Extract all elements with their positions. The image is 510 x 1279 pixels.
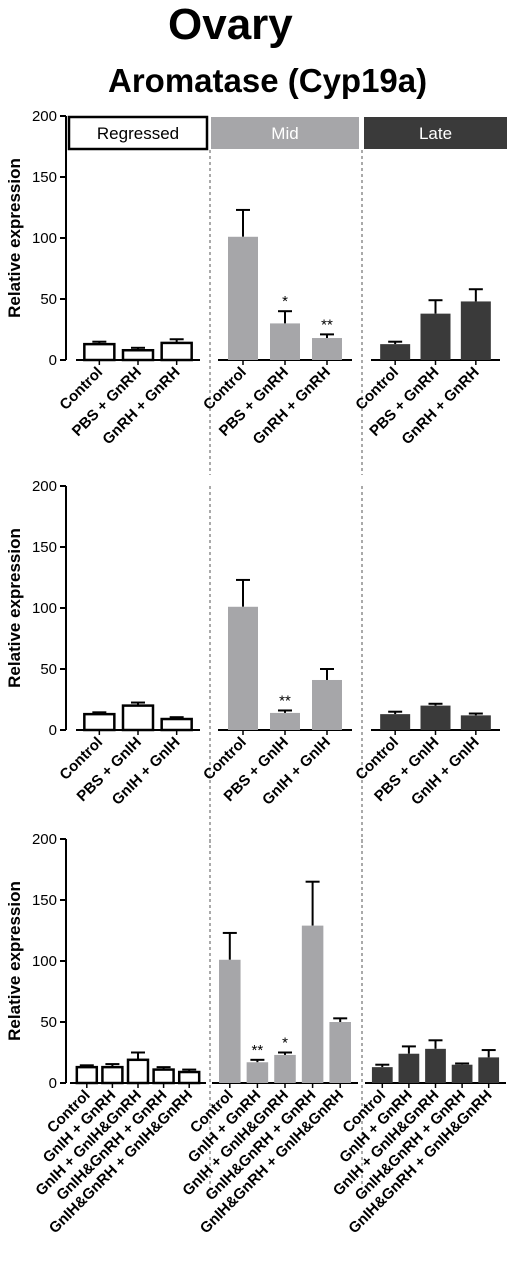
x-category-label: GnIH + GnIH	[109, 734, 184, 809]
y-tick-label: 100	[32, 230, 57, 247]
y-tick-label: 0	[49, 722, 57, 739]
bar	[246, 1062, 269, 1083]
bar	[425, 1048, 446, 1083]
y-tick-label: 150	[32, 892, 57, 909]
bar	[228, 236, 258, 360]
bar	[380, 714, 411, 730]
bar	[420, 705, 451, 730]
stage-band-label: Late	[419, 124, 452, 143]
y-axis-title: Relative expression	[5, 158, 24, 318]
y-tick-label: 50	[40, 1014, 57, 1031]
bar	[460, 301, 491, 360]
bar	[371, 1067, 393, 1083]
stage-band-mid	[211, 117, 359, 149]
stage-band-label: Mid	[271, 124, 298, 143]
stage-band-label: Regressed	[97, 124, 179, 143]
bar	[160, 341, 193, 362]
y-tick-label: 100	[32, 953, 57, 970]
bar	[398, 1053, 420, 1083]
significance-marker: *	[282, 293, 288, 310]
bar	[451, 1064, 473, 1083]
significance-marker: **	[279, 692, 291, 709]
y-tick-label: 150	[32, 539, 57, 556]
bar	[270, 712, 300, 730]
bar	[380, 344, 411, 360]
bar	[312, 338, 342, 360]
bar	[83, 712, 116, 732]
bar	[101, 1065, 124, 1085]
bar	[301, 925, 324, 1083]
stage-band-late	[364, 117, 507, 149]
y-axis-title: Relative expression	[5, 528, 24, 688]
bar	[274, 1054, 296, 1083]
y-tick-label: 50	[40, 661, 57, 678]
bar	[75, 1065, 99, 1085]
y-axis-title: Relative expression	[5, 881, 24, 1041]
x-category-label: GnRH + GnRH	[250, 364, 334, 448]
bar	[420, 313, 451, 360]
bar	[329, 1022, 351, 1083]
bar	[270, 323, 300, 360]
bar	[121, 348, 155, 362]
bar	[126, 1058, 150, 1085]
bar	[460, 715, 491, 730]
chart-panel-1: Regressed Mid Late 0 50 100 150 200 Relative exp…	[5, 108, 507, 475]
bar	[228, 606, 258, 730]
chart-title: Ovary	[168, 0, 293, 49]
y-tick-label: 0	[49, 352, 57, 369]
y-tick-label: 200	[32, 478, 57, 495]
y-tick-label: 50	[40, 291, 57, 308]
y-tick-label: 100	[32, 600, 57, 617]
significance-marker: **	[252, 1042, 264, 1059]
bar	[83, 342, 116, 362]
bar	[478, 1057, 500, 1083]
y-tick-label: 200	[32, 831, 57, 848]
bar	[312, 679, 342, 730]
y-tick-label: 0	[49, 1075, 57, 1092]
bar	[152, 1068, 175, 1085]
bar	[160, 717, 193, 732]
bar	[219, 959, 241, 1083]
chart-subtitle: Aromatase (Cyp19a)	[108, 62, 428, 99]
stage-band-regressed	[67, 115, 209, 151]
bar	[177, 1070, 201, 1085]
y-tick-label: 200	[32, 108, 57, 125]
y-tick-label: 150	[32, 169, 57, 186]
significance-marker: *	[282, 1035, 288, 1052]
significance-marker: **	[321, 316, 333, 333]
bar	[121, 704, 155, 732]
